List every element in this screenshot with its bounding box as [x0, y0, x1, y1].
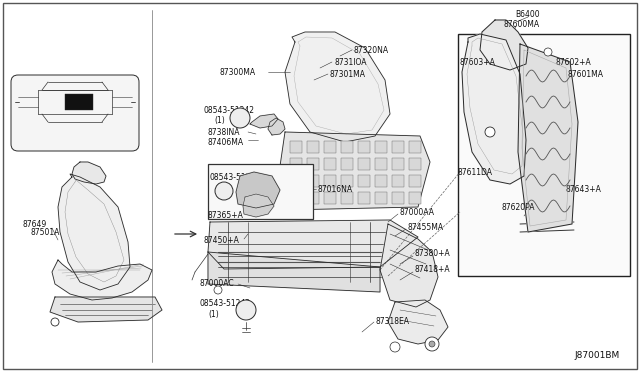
Polygon shape	[285, 32, 390, 142]
Polygon shape	[480, 20, 528, 70]
Text: 87016NA: 87016NA	[318, 185, 353, 193]
Bar	[392, 141, 404, 153]
Text: 87301MA: 87301MA	[330, 70, 366, 78]
Bar	[358, 192, 370, 204]
Circle shape	[485, 127, 495, 137]
Polygon shape	[462, 34, 526, 184]
Bar	[392, 175, 404, 187]
Text: 87380+A: 87380+A	[415, 250, 451, 259]
Circle shape	[429, 341, 435, 347]
Bar	[324, 141, 336, 153]
Text: 87455MA: 87455MA	[408, 222, 444, 231]
Bar	[375, 141, 387, 153]
Circle shape	[236, 300, 256, 320]
Bar	[307, 175, 319, 187]
Text: 87601MA: 87601MA	[568, 70, 604, 78]
Text: 87603+A: 87603+A	[460, 58, 496, 67]
Bar	[341, 158, 353, 170]
Bar	[409, 175, 421, 187]
Circle shape	[544, 48, 552, 56]
Text: 8738INA: 8738INA	[208, 128, 241, 137]
Polygon shape	[50, 297, 162, 322]
Polygon shape	[380, 224, 438, 307]
Bar	[341, 141, 353, 153]
Text: (1): (1)	[214, 115, 225, 125]
Polygon shape	[208, 220, 418, 269]
Bar	[392, 158, 404, 170]
Text: J87001BM: J87001BM	[575, 352, 620, 360]
Bar	[409, 158, 421, 170]
Text: 87318EA: 87318EA	[376, 317, 410, 327]
Bar	[375, 175, 387, 187]
Circle shape	[51, 318, 59, 326]
Text: 87620PA: 87620PA	[502, 202, 536, 212]
Text: 87450+A: 87450+A	[204, 235, 240, 244]
Polygon shape	[388, 300, 448, 344]
Polygon shape	[268, 118, 285, 135]
Text: 87300MA: 87300MA	[220, 67, 256, 77]
Bar	[409, 192, 421, 204]
Bar	[458, 34, 630, 276]
Bar	[409, 141, 421, 153]
Bar	[341, 192, 353, 204]
FancyBboxPatch shape	[11, 75, 139, 151]
Bar	[392, 192, 404, 204]
Text: 87649: 87649	[22, 219, 46, 228]
Polygon shape	[518, 44, 578, 232]
Text: 87406MA: 87406MA	[208, 138, 244, 147]
Circle shape	[215, 182, 233, 200]
Polygon shape	[208, 252, 380, 292]
Text: 87000AA: 87000AA	[400, 208, 435, 217]
Polygon shape	[52, 260, 152, 300]
Text: 08543-51242: 08543-51242	[204, 106, 255, 115]
Text: 87418+A: 87418+A	[415, 266, 451, 275]
Bar	[208, 164, 313, 219]
Bar	[290, 141, 302, 153]
Bar	[341, 175, 353, 187]
Text: 87365+A: 87365+A	[208, 211, 244, 219]
Polygon shape	[236, 172, 280, 208]
Bar	[290, 192, 302, 204]
Text: 08543-51242: 08543-51242	[210, 173, 261, 182]
Circle shape	[230, 108, 250, 128]
Text: 8731IOA: 8731IOA	[335, 58, 367, 67]
Text: 08543-51242: 08543-51242	[200, 299, 251, 308]
Text: (2): (2)	[218, 183, 228, 192]
Circle shape	[390, 342, 400, 352]
Polygon shape	[72, 162, 106, 184]
Text: B6400: B6400	[515, 10, 540, 19]
Text: S: S	[243, 308, 248, 312]
Text: S: S	[221, 189, 226, 193]
Circle shape	[425, 337, 439, 351]
Text: 87501A: 87501A	[30, 228, 60, 237]
Polygon shape	[58, 174, 130, 290]
Polygon shape	[243, 194, 274, 217]
Bar	[358, 175, 370, 187]
Bar	[290, 175, 302, 187]
Text: 87643+A: 87643+A	[566, 185, 602, 193]
Bar	[375, 158, 387, 170]
Bar	[358, 158, 370, 170]
Polygon shape	[278, 132, 430, 210]
Text: 87000AC: 87000AC	[200, 279, 235, 289]
Text: 87320NA: 87320NA	[354, 45, 389, 55]
Text: 87611DA: 87611DA	[458, 167, 493, 176]
Bar	[358, 141, 370, 153]
Polygon shape	[250, 114, 278, 128]
Bar	[307, 192, 319, 204]
Text: S: S	[237, 115, 242, 121]
Bar	[307, 141, 319, 153]
Bar	[375, 192, 387, 204]
Text: 87602+A: 87602+A	[556, 58, 592, 67]
Bar	[65, 94, 93, 110]
Bar	[324, 158, 336, 170]
Bar	[324, 192, 336, 204]
Text: (1): (1)	[208, 310, 219, 318]
Bar	[307, 158, 319, 170]
Text: 87600MA: 87600MA	[504, 19, 540, 29]
Circle shape	[214, 286, 222, 294]
Bar	[290, 158, 302, 170]
Bar	[324, 175, 336, 187]
